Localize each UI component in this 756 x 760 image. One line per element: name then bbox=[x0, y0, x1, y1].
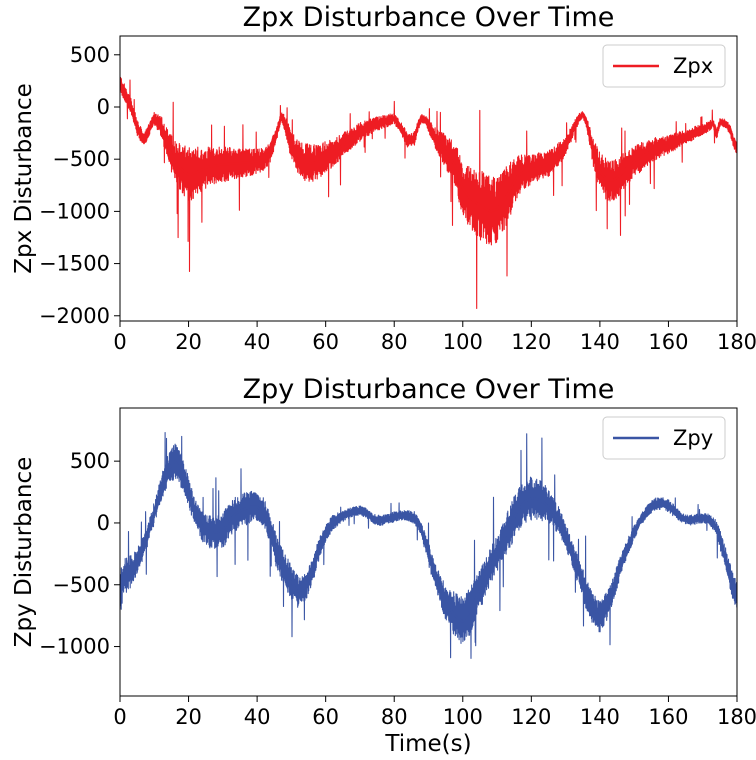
zpx-chart-title: Zpx Disturbance Over Time bbox=[243, 2, 615, 33]
zpy-plot-area: 0 20 40 60 80 100 120 140 160 180 500 0 −500 −1000 bbox=[39, 407, 756, 729]
zpy-series-layer bbox=[120, 432, 737, 659]
zpx-y-tick-label: −1000 bbox=[39, 199, 110, 223]
zpx-plot-frame bbox=[119, 35, 738, 322]
zpx-legend: Zpx bbox=[602, 44, 726, 88]
zpx-series-centerline bbox=[120, 82, 737, 213]
zpx-y-tick-label: 0 bbox=[97, 95, 110, 119]
zpx-legend-box bbox=[602, 44, 726, 88]
zpx-x-tick-label: 180 bbox=[717, 330, 756, 354]
zpx-y-tick-label: 500 bbox=[70, 43, 110, 67]
zpy-x-axis: 0 20 40 60 80 100 120 140 160 180 bbox=[113, 696, 756, 729]
zpy-y-tick-label: 0 bbox=[97, 511, 110, 535]
zpx-plot-area: 0 20 40 60 80 100 120 140 160 180 500 0 −500 −1000 −1… bbox=[39, 35, 756, 354]
zpy-x-tick-label: 80 bbox=[381, 705, 408, 729]
zpx-x-tick-label: 60 bbox=[312, 330, 339, 354]
zpy-x-tick-label: 0 bbox=[113, 705, 126, 729]
zpx-y-tick-label: −1500 bbox=[39, 252, 110, 276]
zpy-y-tick-label: −500 bbox=[52, 573, 110, 597]
zpy-x-tick-label: 160 bbox=[648, 705, 688, 729]
zpx-x-tick-label: 40 bbox=[244, 330, 271, 354]
zpy-chart-panel: 0 20 40 60 80 100 120 140 160 180 500 0 −500 −1000 Z… bbox=[11, 374, 756, 757]
zpy-plot-frame bbox=[119, 407, 738, 697]
zpy-x-tick-label: 120 bbox=[511, 705, 551, 729]
zpx-x-tick-label: 160 bbox=[648, 330, 688, 354]
zpx-y-tick-label: −2000 bbox=[39, 304, 110, 328]
zpy-series-centerline bbox=[120, 460, 737, 623]
zpy-x-tick-label: 140 bbox=[580, 705, 620, 729]
zpx-x-axis: 0 20 40 60 80 100 120 140 160 180 bbox=[113, 321, 756, 354]
zpx-series-layer bbox=[120, 76, 737, 310]
zpy-x-tick-label: 40 bbox=[244, 705, 271, 729]
zpy-legend-label: Zpy bbox=[673, 426, 713, 450]
zpx-x-tick-label: 100 bbox=[443, 330, 483, 354]
zpx-x-tick-label: 20 bbox=[175, 330, 202, 354]
zpx-x-tick-label: 80 bbox=[381, 330, 408, 354]
zpx-legend-label: Zpx bbox=[673, 54, 713, 78]
zpy-legend: Zpy bbox=[602, 416, 726, 460]
zpy-y-tick-label: −1000 bbox=[39, 635, 110, 659]
zpy-legend-box bbox=[602, 416, 726, 460]
zpy-x-tick-label: 100 bbox=[443, 705, 483, 729]
zpx-x-tick-label: 120 bbox=[511, 330, 551, 354]
zpy-y-tick-label: 500 bbox=[70, 449, 110, 473]
zpx-x-tick-label: 140 bbox=[580, 330, 620, 354]
zpy-x-tick-label: 60 bbox=[312, 705, 339, 729]
zpx-x-tick-label: 0 bbox=[113, 330, 126, 354]
zpx-chart-panel: 0 20 40 60 80 100 120 140 160 180 500 0 −500 −1000 −1… bbox=[11, 2, 756, 354]
zpx-series-line bbox=[120, 76, 737, 310]
zpy-chart-title: Zpy Disturbance Over Time bbox=[243, 374, 615, 405]
zpx-y-axis: 500 0 −500 −1000 −1500 −2000 bbox=[39, 43, 120, 328]
zpy-x-axis-label: Time(s) bbox=[384, 731, 471, 757]
zpy-x-tick-label: 180 bbox=[717, 705, 756, 729]
zpx-y-axis-label: Zpx Disturbance bbox=[11, 83, 37, 273]
zpy-y-axis: 500 0 −500 −1000 bbox=[39, 449, 120, 659]
zpx-y-tick-label: −500 bbox=[52, 147, 110, 171]
zpy-y-axis-label: Zpy Disturbance bbox=[11, 457, 37, 647]
zpy-x-tick-label: 20 bbox=[175, 705, 202, 729]
